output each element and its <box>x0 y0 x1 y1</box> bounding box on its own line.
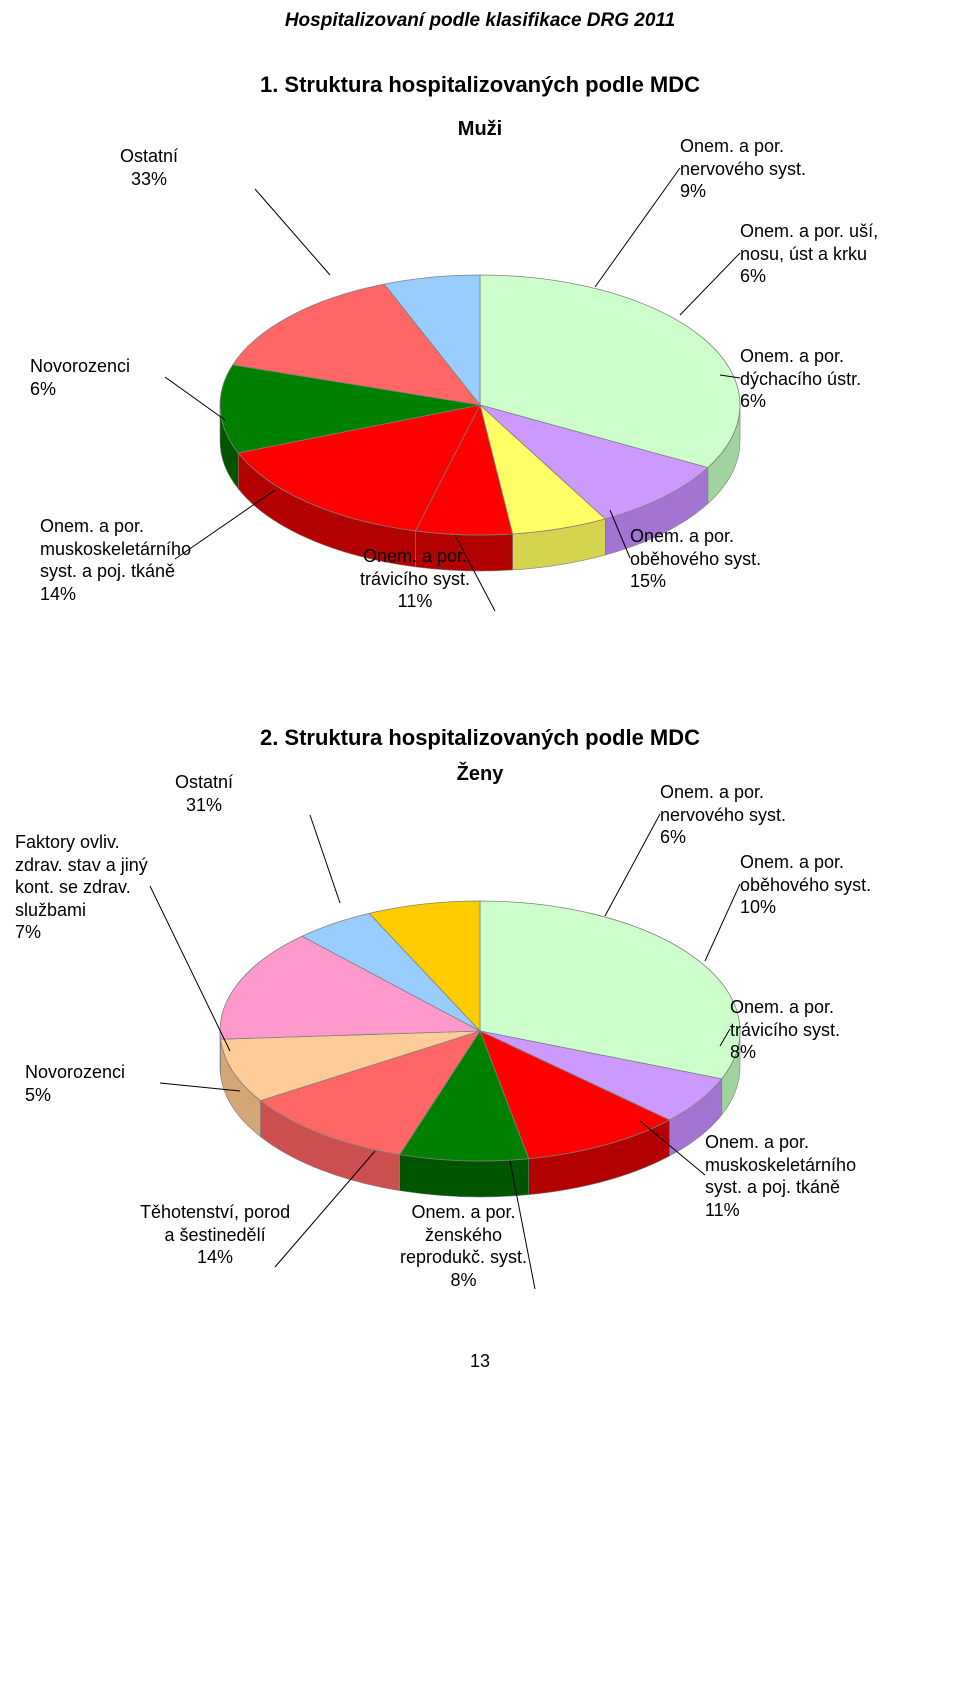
pie-label: Onem. a por. uší,nosu, úst a krku6% <box>740 220 878 288</box>
pie-label: Faktory ovliv.zdrav. stav a jinýkont. se… <box>15 831 148 944</box>
leader-line <box>705 884 740 961</box>
pie-label: Onem. a por.nervového syst.6% <box>660 781 786 849</box>
leader-line <box>595 168 680 287</box>
page-number: 13 <box>40 1351 920 1372</box>
chart-2: Ženy Ostatní31%Onem. a por.nervového sys… <box>40 771 920 1291</box>
chart-1: Muži Ostatní33%Onem. a por.nervového sys… <box>40 118 920 665</box>
pie-label: Onem. a por.muskoskeletárníhosyst. a poj… <box>705 1131 856 1221</box>
pie-label: Onem. a por.trávicího syst.8% <box>730 996 840 1064</box>
chart-1-title: 1. Struktura hospitalizovaných podle MDC <box>40 72 920 98</box>
pie-label: Onem. a por.dýchacího ústr.6% <box>740 345 861 413</box>
pie-label: Novorozenci5% <box>25 1061 125 1106</box>
pie-label: Onem. a por.oběhového syst.10% <box>740 851 871 919</box>
document-header: Hospitalizovaní podle klasifikace DRG 20… <box>40 10 920 32</box>
chart-2-title: 2. Struktura hospitalizovaných podle MDC <box>40 725 920 751</box>
leader-line <box>680 253 740 315</box>
leader-line <box>255 189 330 275</box>
pie-label: Ostatní33% <box>120 145 178 190</box>
pie-label: Onem. a por.trávicího syst.11% <box>360 545 470 613</box>
pie-label: Těhotenství, poroda šestinedělí14% <box>140 1201 290 1269</box>
pie-label: Onem. a por.ženskéhoreprodukč. syst.8% <box>400 1201 527 1291</box>
pie-label: Onem. a por.nervového syst.9% <box>680 135 806 203</box>
pie-label: Ostatní31% <box>175 771 233 816</box>
leader-line <box>150 886 230 1051</box>
pie-label: Onem. a por.oběhového syst.15% <box>630 525 761 593</box>
leader-line <box>310 815 340 903</box>
pie-label: Novorozenci6% <box>30 355 130 400</box>
pie-label: Onem. a por.muskoskeletárníhosyst. a poj… <box>40 515 191 605</box>
chart-2-gender: Ženy <box>457 763 504 786</box>
leader-line <box>165 377 225 420</box>
leader-line <box>605 814 660 916</box>
